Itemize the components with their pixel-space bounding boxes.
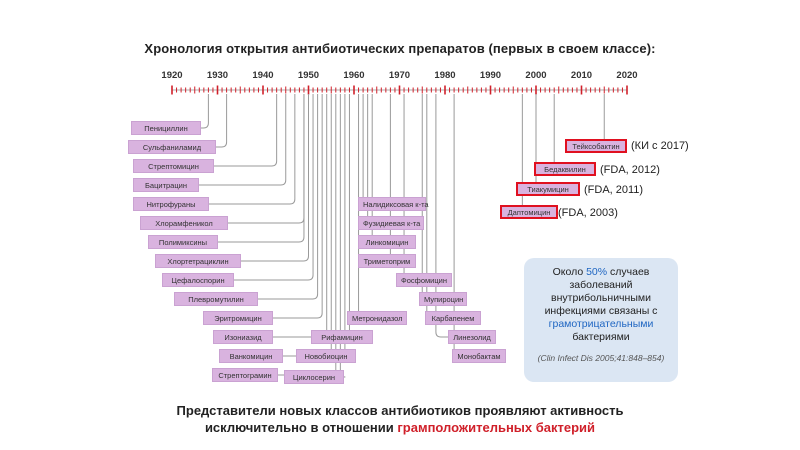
- drug-label: Плевромутилин: [174, 292, 258, 306]
- drug-label: Мупироцин: [419, 292, 467, 306]
- year-label: 1940: [252, 70, 273, 81]
- approval-note: (FDA, 2011): [584, 184, 644, 196]
- page-title: Хронология открытия антибиотических преп…: [144, 41, 656, 56]
- drug-label: Фузидиевая к-та: [358, 216, 424, 230]
- approval-note: (FDA, 2012): [600, 164, 660, 176]
- year-label: 2020: [616, 70, 637, 81]
- drug-label: Нитрофураны: [133, 197, 209, 211]
- year-label: 2000: [525, 70, 546, 81]
- footer-text: Представители новых классов антибиотиков…: [0, 402, 800, 436]
- info-citation: (Clin Infect Dis 2005;41:848–854): [537, 353, 665, 363]
- drug-label: Пенициллин: [131, 121, 201, 135]
- drug-label: Эритромицин: [203, 311, 273, 325]
- year-label: 1990: [480, 70, 501, 81]
- recent-drug-label: Даптомицин: [500, 205, 558, 219]
- year-label: 1950: [298, 70, 319, 81]
- drug-connector: [273, 94, 323, 319]
- drug-label: Карбапенем: [425, 311, 481, 325]
- drug-label: Стрептомицин: [133, 159, 214, 173]
- year-label: 2010: [571, 70, 592, 81]
- drug-connector: [241, 94, 309, 262]
- drug-label: Линезолид: [448, 330, 496, 344]
- drug-label: Бацитрацин: [133, 178, 199, 192]
- drug-connector: [216, 94, 228, 148]
- drug-label: Ванкомицин: [219, 349, 283, 363]
- drug-label: Циклосерин: [284, 370, 344, 384]
- drug-label: Изониазид: [213, 330, 273, 344]
- drug-label: Сульфаниламид: [128, 140, 216, 154]
- year-label: 1960: [343, 70, 364, 81]
- drug-connector: [283, 94, 332, 357]
- drug-label: Налидиксовая к-та: [358, 197, 429, 211]
- drug-connector: [199, 94, 287, 186]
- drug-connector: [421, 94, 467, 300]
- drug-label: Монобактам: [452, 349, 506, 363]
- year-label: 1920: [161, 70, 182, 81]
- info-box: Около 50% случаев заболеваний внутриболь…: [524, 258, 678, 382]
- approval-note: (FDA, 2003): [558, 207, 618, 219]
- footer-line-1: Представители новых классов антибиотиков…: [176, 403, 624, 418]
- drug-label: Цефалоспорин: [162, 273, 234, 287]
- drug-label: Хлортетрациклин: [155, 254, 241, 268]
- drug-connector: [209, 94, 296, 205]
- approval-note: (КИ с 2017): [631, 140, 689, 152]
- year-label: 1970: [389, 70, 410, 81]
- footer-line-2: исключительно в отношении грамположитель…: [0, 419, 800, 436]
- year-label: 1980: [434, 70, 455, 81]
- drug-label: Линкомицин: [358, 235, 416, 249]
- drug-connector: [234, 94, 314, 281]
- year-label: 1930: [207, 70, 228, 81]
- info-gram-negative: грамотрицательными: [548, 318, 654, 330]
- drug-connector: [403, 94, 452, 281]
- recent-drug-label: Тейксобактин: [565, 139, 627, 153]
- recent-drug-label: Бедаквилин: [534, 162, 596, 176]
- info-text-1: Около: [552, 266, 587, 278]
- drug-label: Рифамицин: [311, 330, 373, 344]
- drug-label: Фосфомицин: [396, 273, 452, 287]
- drug-connector: [214, 94, 278, 167]
- info-percent: 50%: [586, 266, 608, 278]
- footer-gram-positive: грамположительных бактерий: [397, 420, 596, 435]
- drug-label: Полимиксины: [148, 235, 218, 249]
- drug-connector: [201, 94, 209, 129]
- info-text-3: бактериями: [572, 331, 630, 343]
- drug-connector: [258, 94, 319, 300]
- drug-connector: [435, 94, 448, 338]
- footer-line-2-prefix: исключительно в отношении: [204, 420, 398, 435]
- info-text-2: случаев заболеваний внутрибольничными ин…: [544, 266, 658, 317]
- drug-label: Стрептограмин: [212, 368, 278, 382]
- drug-connector: [273, 94, 328, 338]
- drug-label: Хлорамфеникол: [140, 216, 228, 230]
- drug-label: Триметоприм: [358, 254, 416, 268]
- drug-label: Новобиоцин: [296, 349, 356, 363]
- recent-drug-label: Тиакумицин: [516, 182, 580, 196]
- drug-label: Метронидазол: [347, 311, 407, 325]
- drug-connector: [218, 94, 305, 243]
